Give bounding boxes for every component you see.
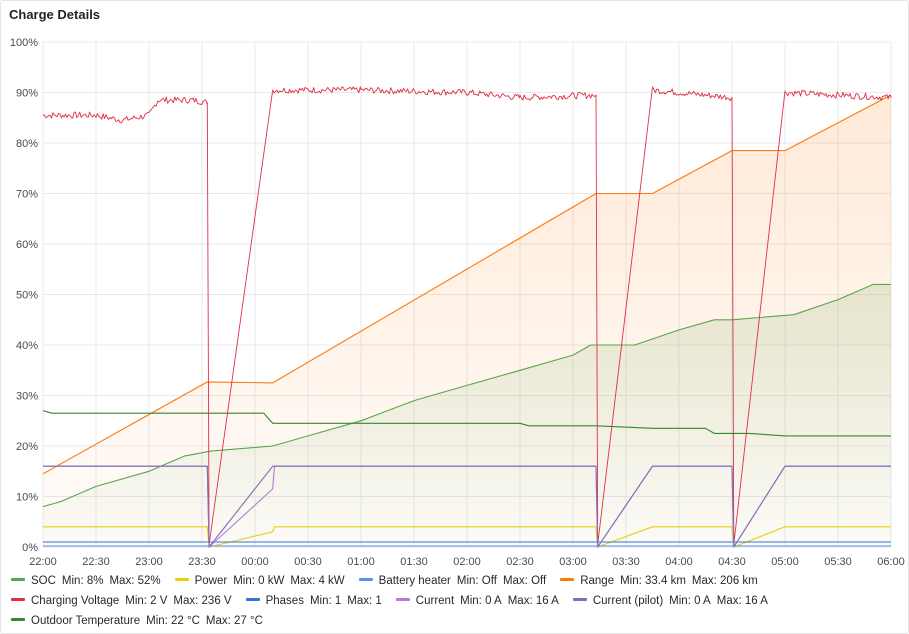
x-tick-label: 00:00	[241, 556, 269, 568]
legend-max: Max: Off	[502, 575, 547, 587]
legend-max: Max: 4 kW	[290, 575, 345, 587]
legend-series-name: Phases	[265, 595, 304, 607]
legend-series-name: SOC	[31, 575, 56, 587]
legend-swatch	[358, 578, 373, 582]
x-tick-label: 01:00	[347, 556, 375, 568]
y-tick-label: 80%	[16, 138, 38, 150]
legend-item[interactable]: SOC Min: 8% Max: 52%	[11, 573, 161, 589]
legend-swatch	[11, 618, 25, 622]
y-tick-label: 0%	[22, 542, 38, 554]
legend-series-name: Battery heater	[378, 575, 451, 587]
legend-series-name: Current (pilot)	[592, 595, 664, 607]
legend-max: Max: 206 km	[691, 575, 758, 587]
x-tick-label: 02:00	[453, 556, 481, 568]
legend-series-name: Outdoor Temperature	[31, 615, 141, 627]
legend-min: Min: 0 A	[460, 595, 502, 607]
series-fill-3	[43, 95, 891, 547]
legend-min: Min: 8%	[61, 575, 104, 587]
legend-row: Outdoor Temperature Min: 22 °C Max: 27 °C	[11, 613, 901, 633]
legend-swatch	[572, 598, 587, 602]
y-tick-label: 100%	[10, 37, 38, 49]
legend-min: Min: 33.4 km	[620, 575, 686, 587]
y-tick-label: 70%	[16, 189, 38, 201]
legend-swatch	[11, 598, 25, 602]
x-tick-label: 03:00	[559, 556, 587, 568]
x-tick-label: 00:30	[294, 556, 322, 568]
y-tick-label: 50%	[16, 290, 38, 302]
legend-min: Min: 22 °C	[146, 615, 200, 627]
panel-title: Charge Details	[9, 7, 101, 22]
y-tick-label: 10%	[16, 492, 38, 504]
legend-max: Max: 16 A	[716, 595, 768, 607]
x-tick-label: 03:30	[612, 556, 640, 568]
series-line-0[interactable]	[42, 283, 891, 508]
legend-swatch	[395, 598, 410, 602]
legend-item[interactable]: Current (pilot) Min: 0 A Max: 16 A	[572, 593, 768, 609]
legend-item[interactable]: Range Min: 33.4 km Max: 206 km	[560, 573, 758, 589]
legend-item[interactable]: Power Min: 0 kW Max: 4 kW	[174, 573, 345, 589]
y-tick-label: 40%	[16, 340, 38, 352]
series-line-3[interactable]	[42, 94, 892, 475]
y-tick-label: 90%	[16, 88, 38, 100]
legend-item[interactable]: Phases Min: 1 Max: 1	[245, 593, 382, 609]
legend-max: Max: 16 A	[507, 595, 559, 607]
x-tick-label: 22:00	[29, 556, 57, 568]
legend: SOC Min: 8% Max: 52% Power Min: 0 kW Max: 4 k…	[11, 573, 901, 633]
y-tick-label: 30%	[16, 391, 38, 403]
series-line-7[interactable]	[43, 465, 891, 548]
series-fills	[43, 95, 891, 547]
x-tick-label: 04:30	[718, 556, 746, 568]
x-tick-label: 23:00	[135, 556, 163, 568]
legend-min: Min: 0 kW	[233, 575, 285, 587]
series-lines	[42, 86, 892, 548]
y-tick-label: 20%	[16, 441, 38, 453]
y-tick-label: 60%	[16, 239, 38, 251]
x-tick-label: 06:00	[877, 556, 905, 568]
legend-swatch	[174, 578, 189, 582]
legend-min: Min: 1	[309, 595, 342, 607]
legend-series-name: Power	[194, 575, 228, 587]
legend-swatch	[245, 598, 260, 602]
series-line-4[interactable]	[42, 86, 892, 545]
x-tick-label: 05:00	[771, 556, 799, 568]
legend-row: Charging Voltage Min: 2 V Max: 236 V Phases…	[11, 593, 901, 613]
x-tick-label: 05:30	[824, 556, 852, 568]
legend-series-name: Range	[580, 575, 615, 587]
legend-max: Max: 236 V	[173, 595, 232, 607]
legend-item[interactable]: Outdoor Temperature Min: 22 °C Max: 27 °C	[11, 613, 263, 629]
chart-svg[interactable]: 0% 10% 20% 30% 40% 50% 60% 70% 80% 90% 100% 22:00 22…	[1, 1, 908, 571]
legend-series-name: Current	[415, 595, 455, 607]
legend-swatch	[11, 578, 25, 582]
legend-min: Min: Off	[456, 575, 497, 587]
legend-row: SOC Min: 8% Max: 52% Power Min: 0 kW Max: 4 k…	[11, 573, 901, 593]
x-tick-label: 01:30	[400, 556, 428, 568]
legend-min: Min: 0 A	[669, 595, 711, 607]
legend-swatch	[560, 578, 575, 582]
legend-max: Max: 27 °C	[205, 615, 263, 627]
legend-min: Min: 2 V	[125, 595, 168, 607]
x-tick-label: 02:30	[506, 556, 534, 568]
legend-max: Max: 1	[347, 595, 382, 607]
legend-item[interactable]: Current Min: 0 A Max: 16 A	[395, 593, 559, 609]
axes: 0% 10% 20% 30% 40% 50% 60% 70% 80% 90% 100% 22:00 22…	[10, 37, 905, 568]
legend-series-name: Charging Voltage	[31, 595, 120, 607]
legend-item[interactable]: Battery heater Min: Off Max: Off	[358, 573, 547, 589]
x-tick-label: 04:00	[665, 556, 693, 568]
legend-max: Max: 52%	[109, 575, 161, 587]
x-tick-label: 23:30	[188, 556, 216, 568]
legend-item[interactable]: Charging Voltage Min: 2 V Max: 236 V	[11, 593, 232, 609]
x-tick-label: 22:30	[82, 556, 110, 568]
series-line-8[interactable]	[42, 410, 891, 437]
